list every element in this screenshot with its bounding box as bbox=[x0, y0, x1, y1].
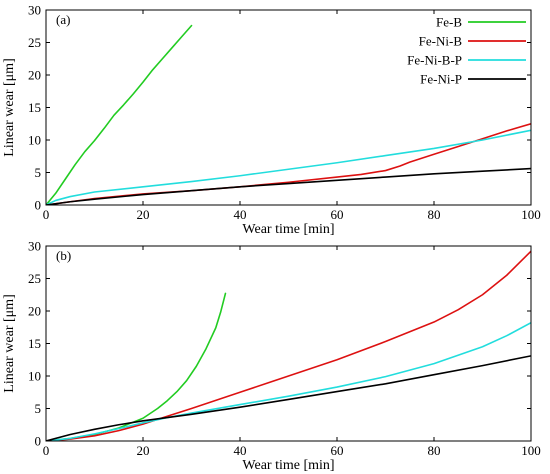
panel-label: (b) bbox=[56, 248, 71, 263]
legend-label: Fe-Ni-B-P bbox=[407, 53, 462, 68]
y-axis-label: Linear wear [μm] bbox=[2, 58, 17, 156]
x-tick-label: 0 bbox=[43, 207, 50, 222]
series-line-fe-b bbox=[46, 24, 193, 205]
y-tick-label: 10 bbox=[28, 369, 41, 384]
y-tick-label: 15 bbox=[28, 336, 41, 351]
chart-panel-a: 0 20 40 60 80 100 0 5 10 15 20 25 30 Wear time [min] L… bbox=[2, 3, 541, 238]
x-tick-label: 80 bbox=[428, 207, 441, 222]
x-tick-label: 40 bbox=[234, 443, 247, 458]
legend-entry: Fe-Ni-B-P bbox=[407, 53, 526, 68]
y-tick-label: 10 bbox=[28, 133, 41, 148]
legend: Fe-B Fe-Ni-B Fe-Ni-B-P Fe-Ni-P bbox=[407, 15, 526, 87]
y-tick-label: 20 bbox=[28, 304, 41, 319]
x-tick-label: 40 bbox=[234, 207, 247, 222]
x-tick-label: 60 bbox=[331, 443, 344, 458]
x-tick-label: 20 bbox=[137, 443, 150, 458]
legend-entry: Fe-B bbox=[436, 15, 526, 30]
series-line-fe-ni-p bbox=[46, 355, 531, 441]
y-tick-label: 25 bbox=[28, 271, 41, 286]
x-tick-label: 100 bbox=[521, 207, 541, 222]
y-tick-label: 0 bbox=[35, 198, 42, 213]
x-tick-label: 80 bbox=[428, 443, 441, 458]
legend-label: Fe-B bbox=[436, 15, 462, 30]
panel-label: (a) bbox=[56, 12, 70, 27]
y-tick-label: 30 bbox=[28, 239, 41, 254]
x-axis-label: Wear time [min] bbox=[242, 222, 334, 237]
legend-entry: Fe-Ni-P bbox=[420, 72, 526, 87]
x-tick-label: 100 bbox=[521, 443, 541, 458]
series-line-fe-ni-p bbox=[46, 167, 531, 205]
series-line-fe-ni-b-p bbox=[46, 129, 531, 205]
series-line-fe-ni-b-p bbox=[46, 321, 531, 441]
chart-panel-b: 0 20 40 60 80 100 0 5 10 15 20 25 30 Wear time [min] L… bbox=[2, 239, 541, 474]
x-axis-label: Wear time [min] bbox=[242, 458, 334, 473]
y-tick-label: 20 bbox=[28, 68, 41, 83]
y-axis-label: Linear wear [μm] bbox=[2, 294, 17, 392]
x-tick-label: 60 bbox=[331, 207, 344, 222]
x-tick-label: 0 bbox=[43, 443, 50, 458]
y-tick-label: 25 bbox=[28, 35, 41, 50]
legend-label: Fe-Ni-B bbox=[419, 34, 463, 49]
y-tick-label: 5 bbox=[35, 401, 42, 416]
legend-label: Fe-Ni-P bbox=[420, 72, 462, 87]
y-tick-label: 0 bbox=[35, 434, 42, 449]
x-tick-label: 20 bbox=[137, 207, 150, 222]
series-group bbox=[46, 250, 531, 441]
y-tick-label: 30 bbox=[28, 3, 41, 18]
y-tick-label: 15 bbox=[28, 100, 41, 115]
y-tick-label: 5 bbox=[35, 165, 42, 180]
legend-entry: Fe-Ni-B bbox=[419, 34, 526, 49]
series-group bbox=[46, 24, 531, 205]
series-line-fe-ni-b bbox=[46, 250, 531, 441]
